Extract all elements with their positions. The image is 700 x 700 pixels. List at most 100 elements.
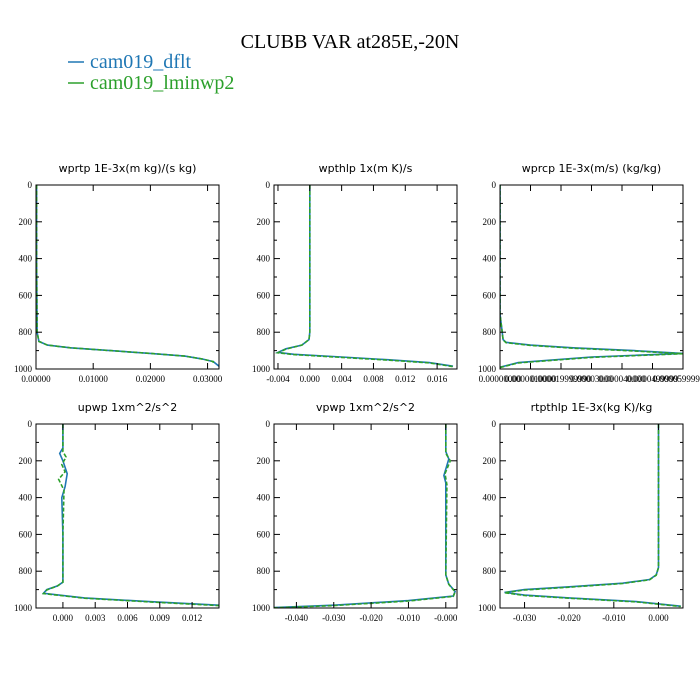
series-line-lminwp2	[500, 185, 683, 369]
chart-panel: wpthlp 1x(m K)/s 0 200 400 600 800 1000-0.004 0…	[252, 162, 458, 384]
x-tick-label: -0.020	[359, 613, 383, 623]
x-tick-label: 0.00000	[21, 374, 51, 384]
x-tick-label: -0.030	[322, 613, 346, 623]
x-tick-label: 0.000	[300, 374, 321, 384]
y-tick-label: 600	[257, 290, 271, 300]
figure-title: CLUBB VAR at285E,-20N	[241, 31, 460, 53]
series-line-dflt	[500, 185, 683, 368]
y-tick-label: 600	[257, 529, 271, 539]
y-tick-label: 400	[257, 254, 271, 264]
y-tick-label: 400	[19, 493, 33, 503]
series-line-dflt	[41, 424, 219, 606]
y-tick-label: 0	[266, 180, 271, 190]
x-tick-label: 0.000040000	[598, 374, 646, 384]
series-line-dflt	[504, 424, 681, 607]
plot-frame	[35, 184, 220, 370]
x-tick-label: -0.010	[602, 613, 626, 623]
panel-title: wprcp 1E-3x(m/s) (kg/kg)	[522, 162, 661, 175]
y-tick-label: 200	[483, 456, 497, 466]
y-tick-label: 200	[19, 217, 33, 227]
y-tick-label: 800	[257, 327, 271, 337]
x-tick-label: 0.01000	[79, 374, 109, 384]
x-tick-label: -0.040	[285, 613, 309, 623]
series-line-lminwp2	[36, 185, 215, 365]
series-line-dflt	[36, 185, 219, 367]
y-tick-label: 200	[257, 217, 271, 227]
x-tick-label: 0.000	[648, 613, 669, 623]
x-tick-label: 0.0000010000	[505, 374, 557, 384]
y-tick-label: 600	[483, 290, 497, 300]
x-tick-label: 0.02000	[136, 374, 166, 384]
series-line-lminwp2	[41, 424, 219, 607]
x-tick-label: -0.010	[397, 613, 421, 623]
x-tick-label: 0.008	[363, 374, 384, 384]
legend-label: cam019_dflt	[90, 51, 192, 73]
x-tick-label: 0.016	[427, 374, 448, 384]
panel-title: rtpthlp 1E-3x(kg K)/kg	[531, 401, 653, 414]
x-tick-label: 0.003	[85, 613, 106, 623]
y-tick-label: 400	[19, 254, 33, 264]
x-tick-label: -0.000	[434, 613, 458, 623]
y-tick-label: 800	[19, 566, 33, 576]
chart-panel: upwp 1xm^2/s^2 0 200 400 600 800 1000 0.000 0.00…	[14, 401, 220, 623]
x-tick-label: 0.006	[117, 613, 138, 623]
y-tick-label: 600	[483, 529, 497, 539]
plot-frame	[273, 423, 458, 609]
chart-panel: rtpthlp 1E-3x(kg K)/kg 0 200 400 600 800 1000 -…	[478, 401, 684, 623]
panel-title: wprtp 1E-3x(m kg)/(s kg)	[59, 162, 197, 175]
plot-frame	[499, 184, 684, 370]
panel-title: upwp 1xm^2/s^2	[78, 401, 178, 414]
x-tick-label: 0.00003000	[570, 374, 613, 384]
y-tick-label: 800	[19, 327, 33, 337]
plot-frame	[499, 423, 684, 609]
panel-title: wpthlp 1x(m K)/s	[319, 162, 413, 175]
y-tick-label: 1000	[14, 603, 33, 613]
x-tick-label: -0.030	[513, 613, 537, 623]
y-tick-label: 800	[483, 566, 497, 576]
chart-panel: vpwp 1xm^2/s^2 0 200 400 600 800 1000 -0.040 -0.…	[252, 401, 458, 623]
y-tick-label: 600	[19, 290, 33, 300]
chart-panel: wprtp 1E-3x(m kg)/(s kg) 0 200 400 600 800 100…	[14, 162, 223, 384]
panel-title: vpwp 1xm^2/s^2	[316, 401, 415, 414]
x-tick-label: 0.000019999990	[531, 374, 592, 384]
x-tick-label: -0.004	[266, 374, 290, 384]
y-tick-label: 0	[492, 419, 497, 429]
y-tick-label: 1000	[478, 364, 497, 374]
x-tick-label: 0.000	[53, 613, 74, 623]
y-tick-label: 1000	[252, 603, 271, 613]
x-tick-label: 0.004	[332, 374, 353, 384]
x-tick-label: 0.012	[395, 374, 415, 384]
y-tick-label: 1000	[252, 364, 271, 374]
y-tick-label: 0	[492, 180, 497, 190]
y-tick-label: 400	[483, 254, 497, 264]
y-tick-label: 0	[266, 419, 271, 429]
y-tick-label: 200	[257, 456, 271, 466]
y-tick-label: 400	[257, 493, 271, 503]
x-tick-label: 0.009	[150, 613, 171, 623]
chart-panel: wprcp 1E-3x(m/s) (kg/kg) 0 200 400 600 800 100…	[478, 162, 700, 384]
series-line-lminwp2	[275, 185, 454, 368]
y-tick-label: 400	[483, 493, 497, 503]
panels: wprtp 1E-3x(m kg)/(s kg) 0 200 400 600 800 100…	[14, 162, 700, 623]
y-tick-label: 1000	[478, 603, 497, 613]
series-line-dflt	[275, 185, 454, 367]
x-tick-label: 0.03000	[193, 374, 223, 384]
y-tick-label: 0	[28, 180, 33, 190]
legend-label: cam019_lminwp2	[90, 72, 234, 94]
x-tick-label: 0.000059999990	[653, 374, 700, 384]
y-tick-label: 0	[28, 419, 33, 429]
series-line-lminwp2	[274, 424, 457, 608]
plot-frame	[273, 184, 458, 370]
x-tick-label: 0.00000000	[479, 374, 522, 384]
series-line-dflt	[274, 424, 457, 608]
y-tick-label: 200	[19, 456, 33, 466]
y-tick-label: 1000	[14, 364, 33, 374]
x-tick-label: 0.0000499999	[627, 374, 679, 384]
y-tick-label: 800	[483, 327, 497, 337]
x-tick-label: 0.012	[182, 613, 202, 623]
y-tick-label: 200	[483, 217, 497, 227]
series-line-lminwp2	[504, 424, 681, 608]
y-tick-label: 600	[19, 529, 33, 539]
